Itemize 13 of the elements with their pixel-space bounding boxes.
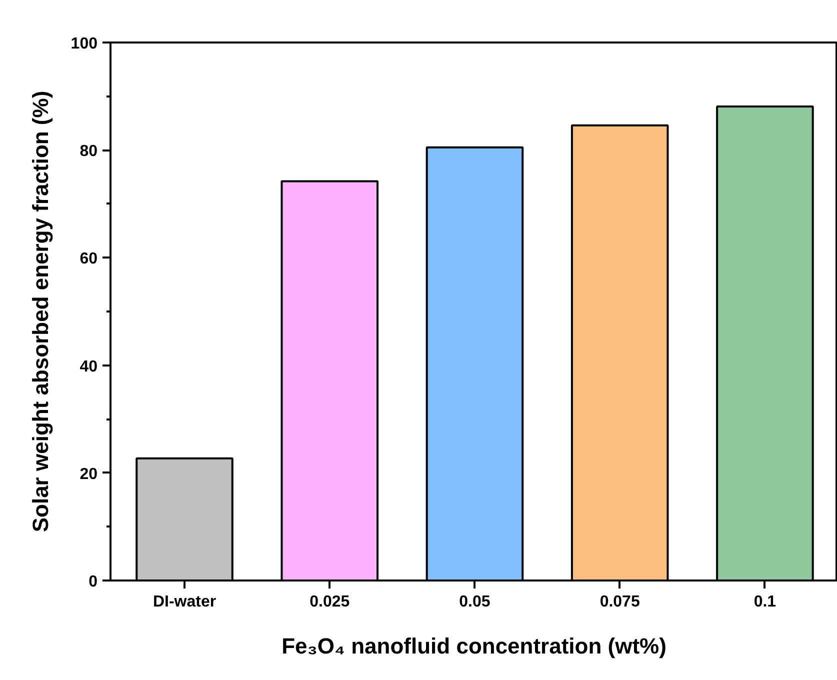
x-tick-label: 0.05 bbox=[459, 594, 490, 610]
y-tick-label: 60 bbox=[80, 250, 98, 268]
x-tick-label: 0.1 bbox=[754, 594, 776, 610]
y-tick-label: 80 bbox=[80, 143, 98, 160]
x-axis-title: Fe₃O₄ nanofluid concentration (wt%) bbox=[282, 634, 666, 658]
x-tick-label: DI-water bbox=[152, 594, 216, 610]
x-tick-label: 0.025 bbox=[310, 594, 350, 610]
y-tick-label: 20 bbox=[80, 466, 98, 483]
y-axis-title: Solar weight absorbed energy fraction (%) bbox=[28, 90, 53, 532]
y-tick-label: 100 bbox=[70, 36, 98, 52]
y-tick-label: 40 bbox=[80, 358, 98, 376]
y-tick-label: 0 bbox=[88, 574, 98, 590]
x-tick-label: 0.075 bbox=[600, 594, 640, 610]
